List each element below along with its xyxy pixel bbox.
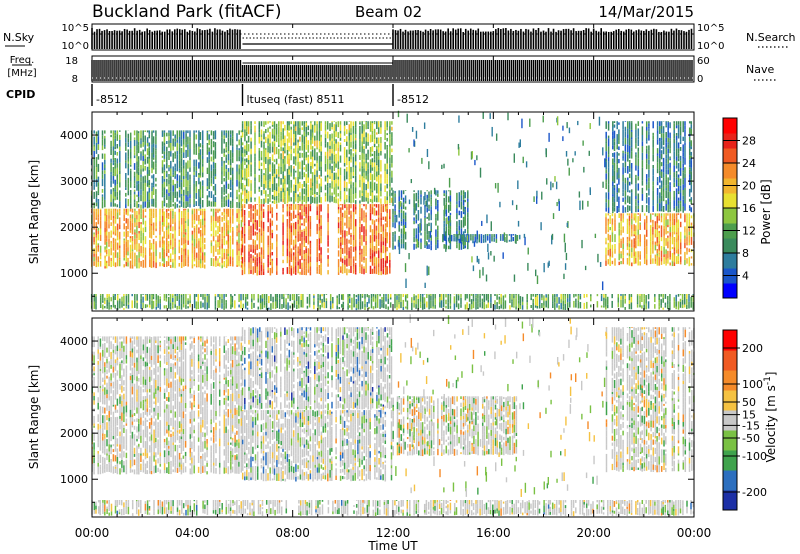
nsearch-label: N.Search <box>746 31 796 44</box>
nave-label: Nave <box>746 63 774 76</box>
power-data <box>90 110 695 311</box>
cpid-segment-label: ltuseq (fast) 8511 <box>247 93 345 106</box>
cpid-panel: CPID -8512 ltuseq (fast) 8511 -8512 <box>6 84 429 106</box>
cpid-segment-label: -8512 <box>96 93 128 106</box>
noise-panel: N.Sky 10^5 10^0 10^5 10^0 N.Search <box>3 23 796 52</box>
nsky-label: N.Sky <box>3 31 35 44</box>
freq-panel: Freq. [MHz] 18 8 60 0 Nave <box>7 55 776 85</box>
figure-title: Buckland Park (fitACF) <box>92 2 282 22</box>
freq-tick-bottom: 8 <box>72 74 78 85</box>
freq-unit-label: [MHz] <box>7 68 36 79</box>
freq-label: Freq. <box>10 55 35 66</box>
noise-tick-bottom-left: 10^0 <box>62 41 89 52</box>
freq-tick-top: 18 <box>65 56 78 67</box>
beam-label: Beam 02 <box>355 3 422 21</box>
noise-tick-top-right: 10^5 <box>697 23 724 34</box>
cpid-label: CPID <box>6 88 35 101</box>
noise-bars <box>91 28 694 49</box>
noise-tick-top-left: 10^5 <box>62 23 89 34</box>
nave-tick-top: 60 <box>697 56 710 67</box>
nave-tick-bottom: 0 <box>697 74 703 85</box>
noise-tick-bottom-right: 10^0 <box>697 41 724 52</box>
cpid-segment-label: -8512 <box>397 93 429 106</box>
cpid-segments: -8512 ltuseq (fast) 8511 -8512 <box>91 84 429 106</box>
date-label: 14/Mar/2015 <box>598 3 694 21</box>
freq-bars <box>91 60 694 81</box>
